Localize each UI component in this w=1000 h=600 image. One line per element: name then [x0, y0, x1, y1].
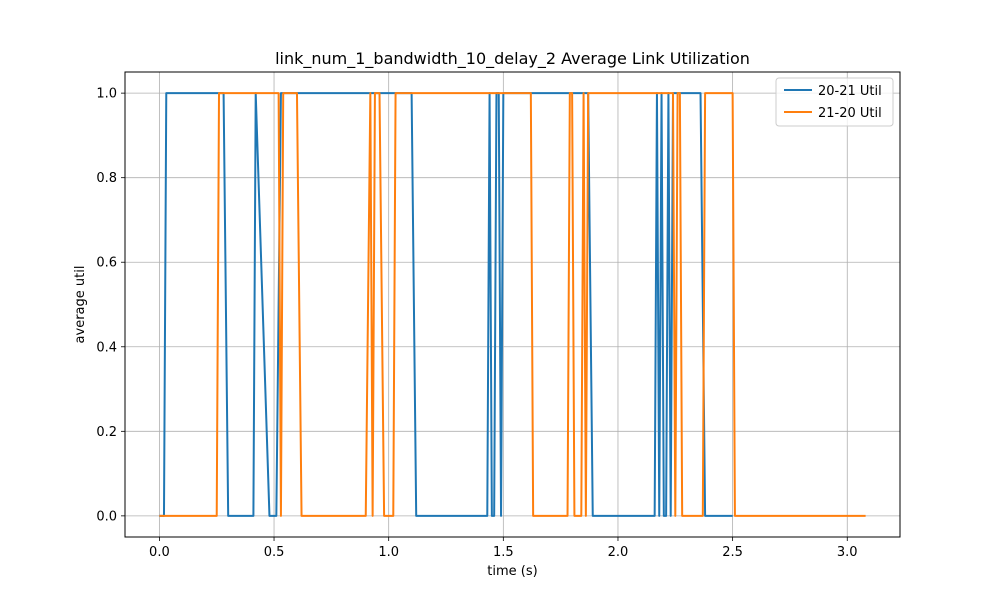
y-tick-label: 0.8: [96, 171, 117, 186]
y-tick-label: 0.4: [96, 340, 117, 355]
axis-ticks: 0.0 0.5 1.0 1.5 2.0 2.5 3.0 0.0 0.2 0.4 0.6 0.8 1.0: [96, 87, 857, 560]
x-tick-label: 2.5: [722, 545, 743, 560]
y-tick-label: 0.6: [96, 256, 117, 271]
x-tick-label: 2.0: [608, 545, 629, 560]
x-tick-label: 1.5: [493, 545, 514, 560]
series-lines: [159, 92, 866, 517]
legend: 20-21 Util 21-20 Util: [775, 77, 894, 127]
series-line-21-20-util: [159, 92, 866, 517]
chart-title: link_num_1_bandwidth_10_delay_2 Average …: [275, 49, 750, 69]
x-tick-label: 0.0: [149, 545, 170, 560]
y-tick-label: 1.0: [96, 87, 117, 102]
x-tick-label: 3.0: [837, 545, 858, 560]
y-tick-label: 0.0: [96, 509, 117, 524]
legend-label-21-20-util: 21-20 Util: [818, 106, 882, 121]
legend-label-20-21-util: 20-21 Util: [818, 84, 882, 99]
x-axis-label: time (s): [487, 564, 537, 579]
y-tick-label: 0.2: [96, 425, 117, 440]
y-axis-label: average util: [73, 266, 88, 344]
x-tick-label: 0.5: [264, 545, 285, 560]
x-tick-label: 1.0: [378, 545, 399, 560]
plot-frame: [124, 71, 901, 538]
